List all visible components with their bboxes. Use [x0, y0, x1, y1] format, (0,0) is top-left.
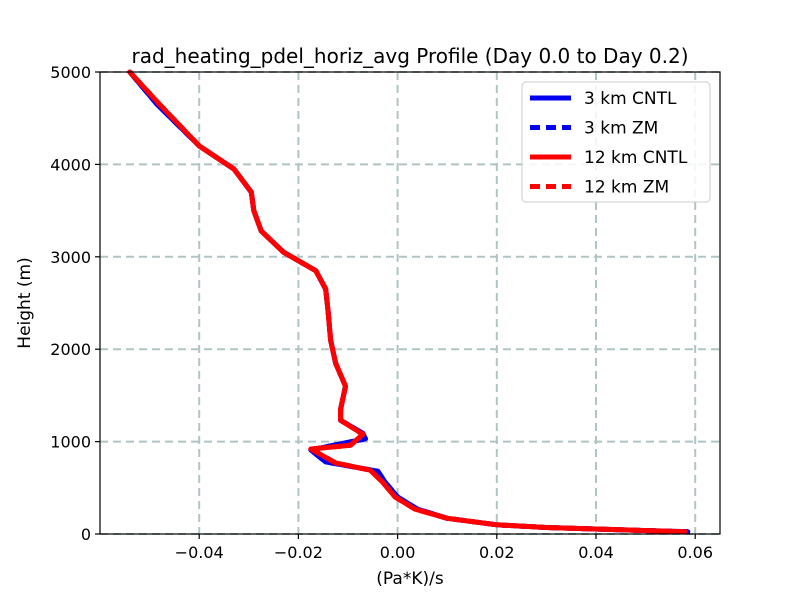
y-tick-label: 1000 [50, 433, 91, 452]
y-tick-label: 3000 [50, 248, 91, 267]
plot-frame [99, 71, 721, 535]
legend-label-3-km-cntl: 3 km CNTL [584, 89, 677, 109]
y-tick-label: 4000 [50, 155, 91, 174]
y-tick-label: 0 [81, 525, 91, 544]
x-tick-label: 0.04 [578, 543, 614, 562]
y-tick-label: 2000 [50, 340, 91, 359]
x-tick-label: 0.00 [380, 543, 416, 562]
legend-box [521, 81, 711, 203]
y-tick-label: 5000 [50, 63, 91, 82]
chart-title: rad_heating_pdel_horiz_avg Profile (Day … [131, 44, 688, 68]
y-axis-label: Height (m) [15, 257, 35, 348]
series-group [127, 69, 691, 535]
series-line-12-km-zm [127, 70, 686, 535]
ticks: −0.04 −0.02 0.00 0.02 0.04 0.06 0 1000 2000 3000 4… [50, 63, 713, 562]
x-tick-label: −0.02 [274, 543, 323, 562]
legend-label-3-km-zm: 3 km ZM [584, 119, 658, 139]
legend-label-12-km-cntl: 12 km CNTL [584, 148, 688, 168]
legend-label-12-km-zm: 12 km ZM [584, 178, 669, 198]
x-tick-label: 0.06 [677, 543, 713, 562]
x-axis-label: (Pa*K)/s [376, 569, 444, 589]
x-tick-label: −0.04 [175, 543, 224, 562]
legend: 3 km CNTL 3 km ZM 12 km CNTL 12 km ZM [521, 81, 711, 203]
grid [100, 71, 720, 535]
x-tick-label: 0.02 [479, 543, 515, 562]
